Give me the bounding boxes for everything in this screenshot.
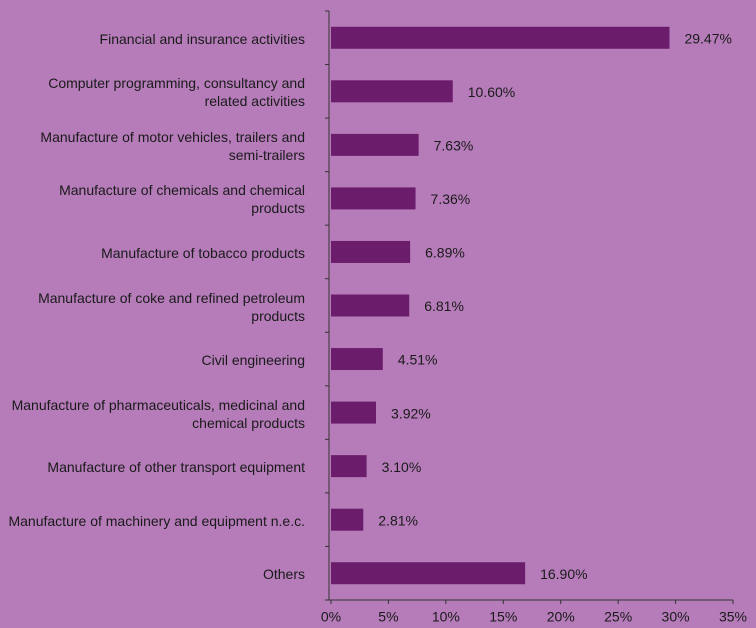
bar xyxy=(331,294,410,317)
category-label: Financial and insurance activities xyxy=(99,30,305,47)
category-label: Manufacture of coke and refined petroleu… xyxy=(38,289,305,324)
value-label: 2.81% xyxy=(378,512,418,528)
category-label: Manufacture of motor vehicles, trailers … xyxy=(40,128,305,163)
value-label: 6.89% xyxy=(425,245,465,261)
bar xyxy=(331,348,383,371)
value-label: 10.60% xyxy=(468,84,515,100)
x-tick-label: 15% xyxy=(489,609,517,625)
category-label: Manufacture of tobacco products xyxy=(101,244,305,261)
category-label: Manufacture of machinery and equipment n… xyxy=(8,512,305,529)
value-label: 3.92% xyxy=(391,405,431,421)
category-label: Computer programming, consultancy and re… xyxy=(48,75,305,110)
bar xyxy=(331,240,411,263)
bar xyxy=(331,401,377,424)
bar xyxy=(331,133,419,156)
bar xyxy=(331,187,416,210)
x-tick-label: 20% xyxy=(547,609,575,625)
category-label: Manufacture of pharmaceuticals, medicina… xyxy=(11,396,305,431)
bar xyxy=(331,80,453,103)
value-label: 29.47% xyxy=(684,30,731,46)
category-label: Others xyxy=(262,566,305,583)
value-label: 7.36% xyxy=(431,191,471,207)
value-label: 3.10% xyxy=(382,459,422,475)
category-label: Manufacture of other transport equipment xyxy=(47,459,305,476)
bar xyxy=(331,455,367,478)
category-label: Civil engineering xyxy=(201,352,305,369)
x-tick-label: 5% xyxy=(378,609,398,625)
x-tick-label: 10% xyxy=(432,609,460,625)
value-label: 16.90% xyxy=(540,566,587,582)
value-label: 7.63% xyxy=(434,138,474,154)
x-tick-label: 35% xyxy=(719,609,747,625)
bar xyxy=(331,562,526,585)
value-label: 6.81% xyxy=(424,298,464,314)
bar xyxy=(331,26,670,49)
x-tick-label: 25% xyxy=(604,609,632,625)
x-tick-label: 30% xyxy=(662,609,690,625)
category-label: Manufacture of chemicals and chemical pr… xyxy=(59,182,305,217)
x-tick-label: 0% xyxy=(321,609,341,625)
value-label: 4.51% xyxy=(398,352,438,368)
bar xyxy=(331,508,364,531)
